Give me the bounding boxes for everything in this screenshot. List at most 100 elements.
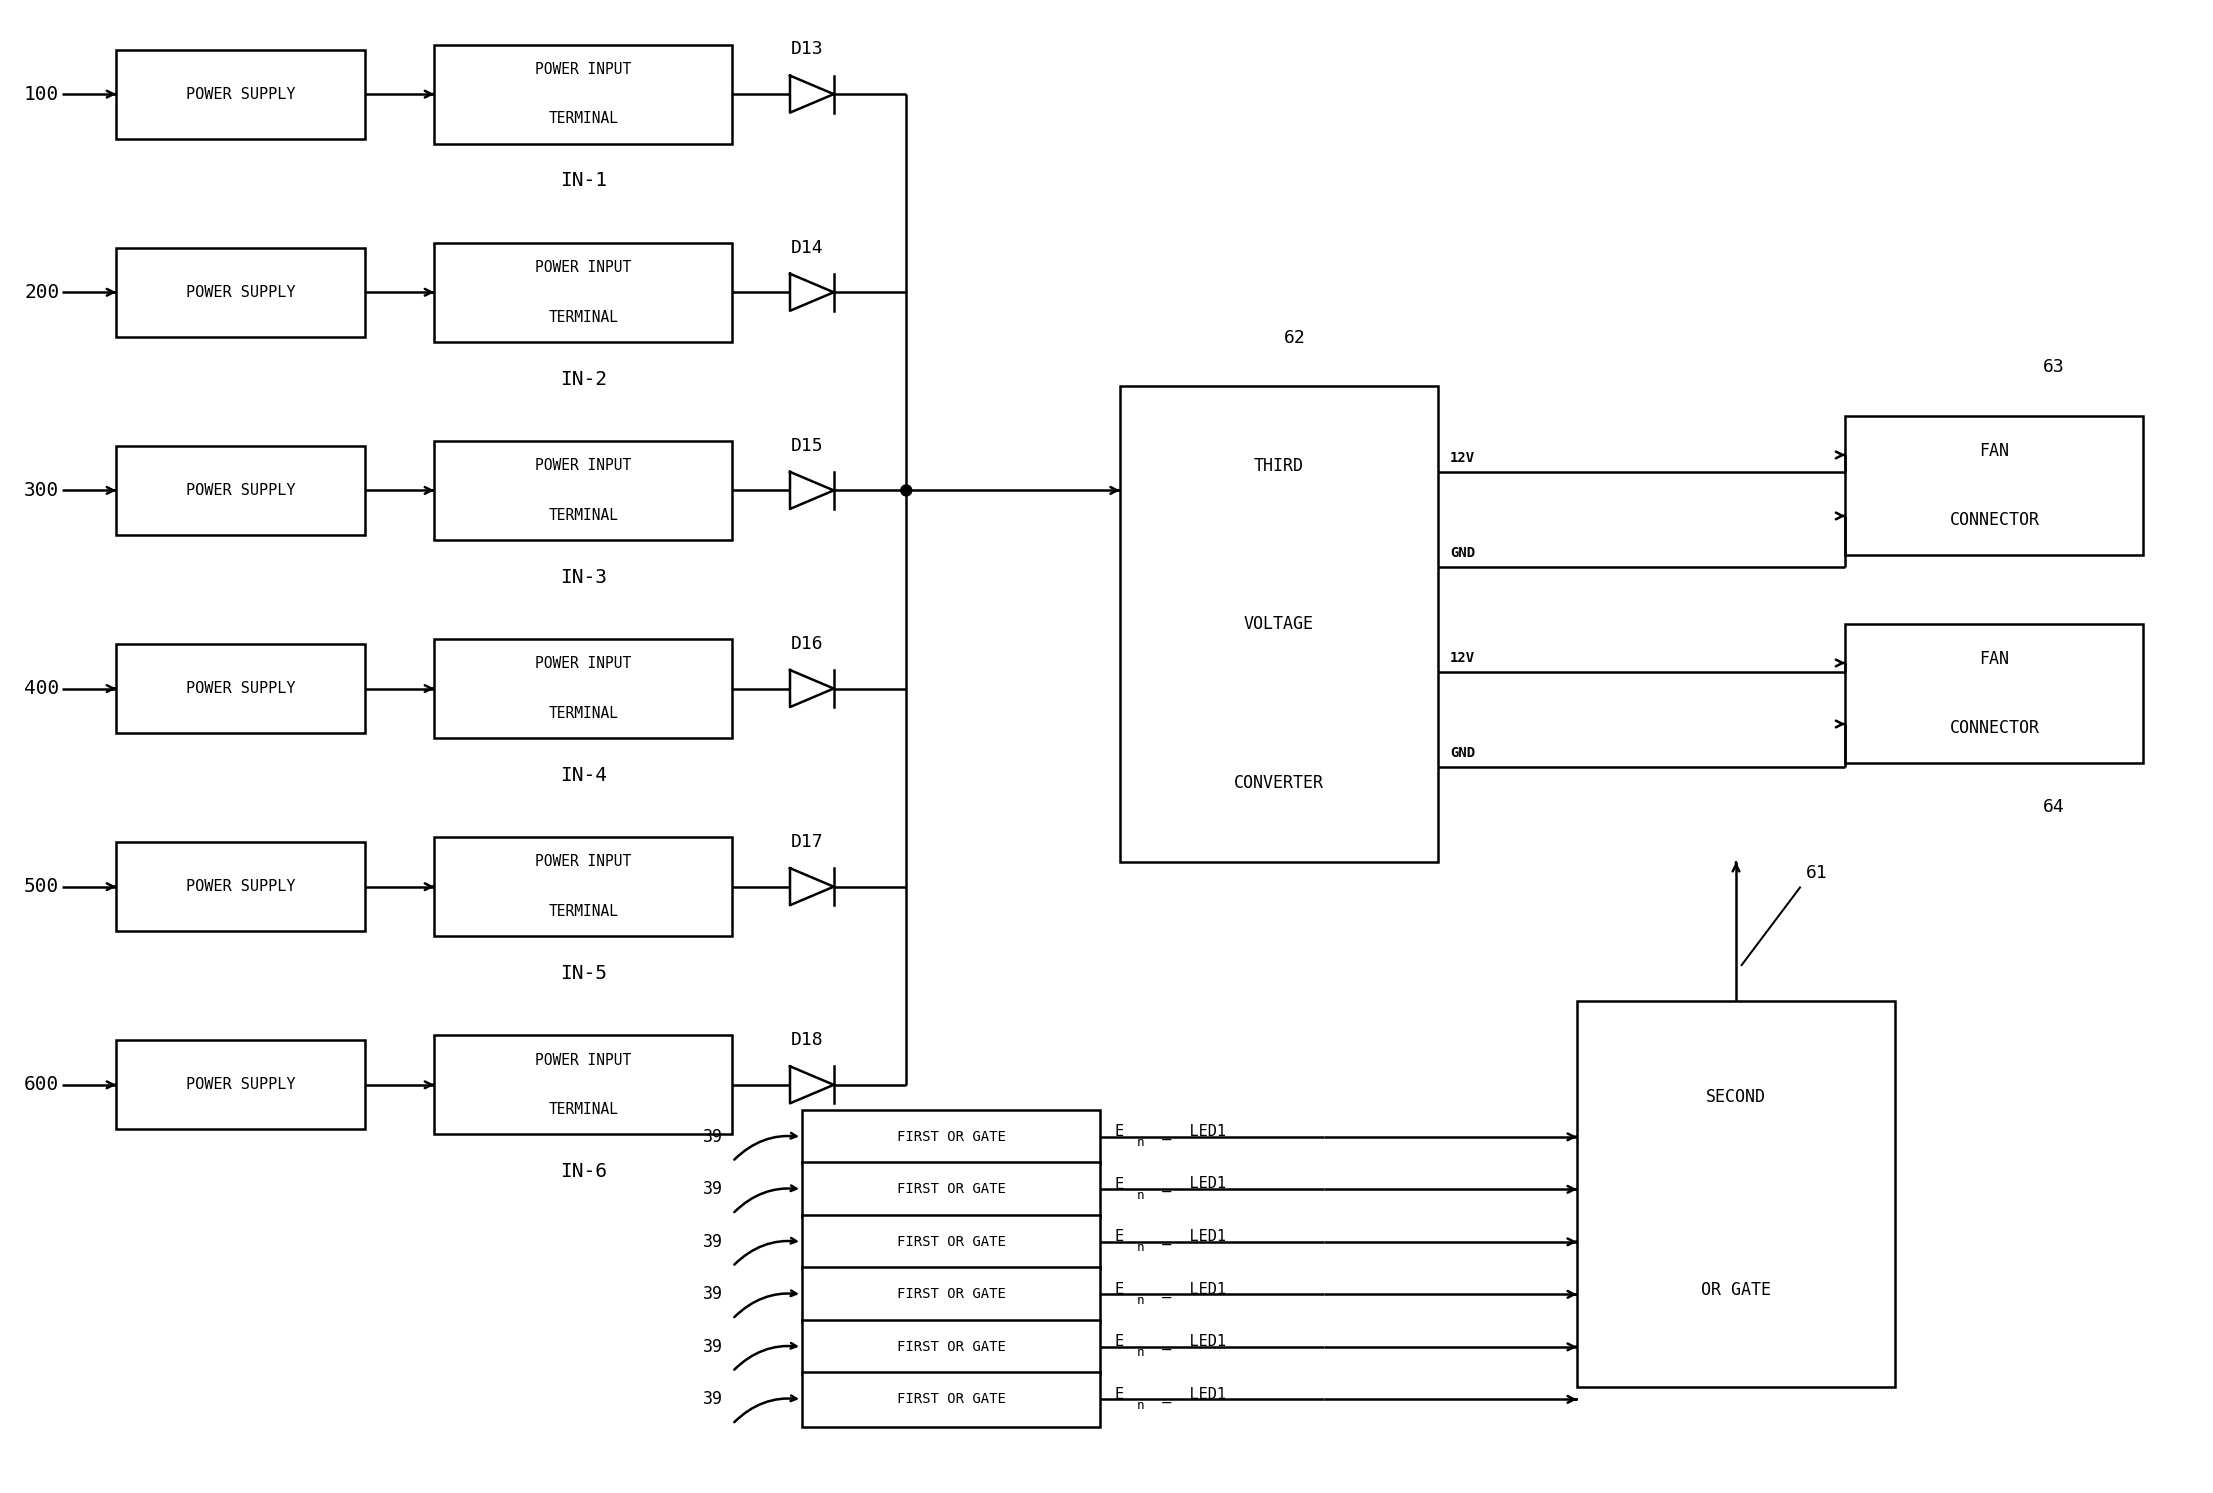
Bar <box>434 45 733 143</box>
Text: E: E <box>1115 1387 1124 1402</box>
Text: IN-2: IN-2 <box>560 370 606 388</box>
Text: 39: 39 <box>702 1233 721 1251</box>
Text: 64: 64 <box>2043 797 2065 815</box>
Text: 300: 300 <box>24 481 60 500</box>
Text: POWER SUPPLY: POWER SUPPLY <box>186 87 294 102</box>
Bar <box>117 842 365 932</box>
Polygon shape <box>790 867 834 905</box>
Bar <box>117 1041 365 1129</box>
Bar <box>1846 624 2144 763</box>
Bar <box>117 643 365 733</box>
Text: POWER INPUT: POWER INPUT <box>536 260 631 275</box>
Text: POWER INPUT: POWER INPUT <box>536 1053 631 1067</box>
Bar <box>801 1109 1100 1165</box>
Polygon shape <box>790 273 834 311</box>
Text: D17: D17 <box>790 833 823 851</box>
Circle shape <box>901 485 912 496</box>
Text: n: n <box>1137 1241 1144 1254</box>
Text: 39: 39 <box>702 1127 721 1145</box>
Text: 12V: 12V <box>1450 651 1474 664</box>
Bar <box>434 440 733 540</box>
Text: E: E <box>1115 1229 1124 1244</box>
Text: E: E <box>1115 1176 1124 1191</box>
Text: POWER INPUT: POWER INPUT <box>536 657 631 672</box>
Text: SECOND: SECOND <box>1706 1088 1766 1106</box>
Text: FIRST OR GATE: FIRST OR GATE <box>896 1393 1005 1406</box>
Text: D18: D18 <box>790 1032 823 1050</box>
Text: FAN: FAN <box>1978 442 2009 460</box>
Text: 61: 61 <box>1806 864 1828 882</box>
Bar <box>434 838 733 936</box>
Text: _  LED1: _ LED1 <box>1153 1281 1226 1297</box>
Text: E: E <box>1115 1335 1124 1350</box>
Text: VOLTAGE: VOLTAGE <box>1244 615 1315 633</box>
Text: CONVERTER: CONVERTER <box>1235 773 1323 791</box>
Text: POWER SUPPLY: POWER SUPPLY <box>186 1078 294 1093</box>
Bar <box>801 1162 1100 1217</box>
Bar <box>434 639 733 738</box>
Text: D14: D14 <box>790 239 823 257</box>
Text: 200: 200 <box>24 282 60 302</box>
Polygon shape <box>790 472 834 509</box>
Text: 39: 39 <box>702 1390 721 1408</box>
Text: TERMINAL: TERMINAL <box>549 1102 617 1117</box>
Text: FIRST OR GATE: FIRST OR GATE <box>896 1182 1005 1196</box>
Text: n: n <box>1137 1399 1144 1412</box>
Text: _  LED1: _ LED1 <box>1153 1333 1226 1350</box>
Text: POWER SUPPLY: POWER SUPPLY <box>186 285 294 300</box>
Polygon shape <box>790 670 834 708</box>
Bar <box>801 1215 1100 1269</box>
Text: D16: D16 <box>790 635 823 652</box>
Text: n: n <box>1137 1347 1144 1359</box>
Text: _  LED1: _ LED1 <box>1153 1387 1226 1402</box>
Text: _  LED1: _ LED1 <box>1153 1124 1226 1141</box>
Text: FIRST OR GATE: FIRST OR GATE <box>896 1130 1005 1144</box>
Text: TERMINAL: TERMINAL <box>549 903 617 920</box>
Text: n: n <box>1137 1294 1144 1306</box>
Text: TERMINAL: TERMINAL <box>549 508 617 523</box>
Text: FIRST OR GATE: FIRST OR GATE <box>896 1339 1005 1354</box>
Text: n: n <box>1137 1136 1144 1150</box>
Text: 39: 39 <box>702 1338 721 1356</box>
Text: OR GATE: OR GATE <box>1702 1281 1770 1299</box>
Bar <box>801 1372 1100 1427</box>
Text: IN-5: IN-5 <box>560 964 606 982</box>
Text: TERMINAL: TERMINAL <box>549 112 617 127</box>
Text: FIRST OR GATE: FIRST OR GATE <box>896 1235 1005 1248</box>
Text: POWER INPUT: POWER INPUT <box>536 61 631 76</box>
Text: FIRST OR GATE: FIRST OR GATE <box>896 1287 1005 1302</box>
Bar <box>117 446 365 534</box>
Text: 39: 39 <box>702 1285 721 1303</box>
Text: CONNECTOR: CONNECTOR <box>1950 511 2040 529</box>
Text: FAN: FAN <box>1978 649 2009 667</box>
Text: 63: 63 <box>2043 358 2065 376</box>
Bar <box>434 243 733 342</box>
Text: 39: 39 <box>702 1181 721 1199</box>
Bar <box>801 1320 1100 1374</box>
Text: D13: D13 <box>790 40 823 58</box>
Text: POWER SUPPLY: POWER SUPPLY <box>186 879 294 894</box>
Text: E: E <box>1115 1124 1124 1139</box>
Text: TERMINAL: TERMINAL <box>549 309 617 324</box>
Text: GND: GND <box>1450 746 1474 760</box>
Text: TERMINAL: TERMINAL <box>549 706 617 721</box>
Text: 12V: 12V <box>1450 451 1474 464</box>
Text: POWER INPUT: POWER INPUT <box>536 458 631 473</box>
Text: POWER SUPPLY: POWER SUPPLY <box>186 681 294 696</box>
Text: 500: 500 <box>24 878 60 896</box>
Text: POWER SUPPLY: POWER SUPPLY <box>186 482 294 497</box>
Bar <box>1120 387 1438 861</box>
Polygon shape <box>790 1066 834 1103</box>
Bar <box>117 248 365 337</box>
Text: CONNECTOR: CONNECTOR <box>1950 720 2040 738</box>
Text: 100: 100 <box>24 85 60 103</box>
Bar <box>1846 417 2144 555</box>
Text: IN-4: IN-4 <box>560 766 606 785</box>
Text: D15: D15 <box>790 437 823 455</box>
Text: n: n <box>1137 1188 1144 1202</box>
Text: GND: GND <box>1450 546 1474 560</box>
Bar <box>1578 1000 1894 1387</box>
Text: 400: 400 <box>24 679 60 699</box>
Bar <box>801 1268 1100 1321</box>
Bar <box>434 1035 733 1135</box>
